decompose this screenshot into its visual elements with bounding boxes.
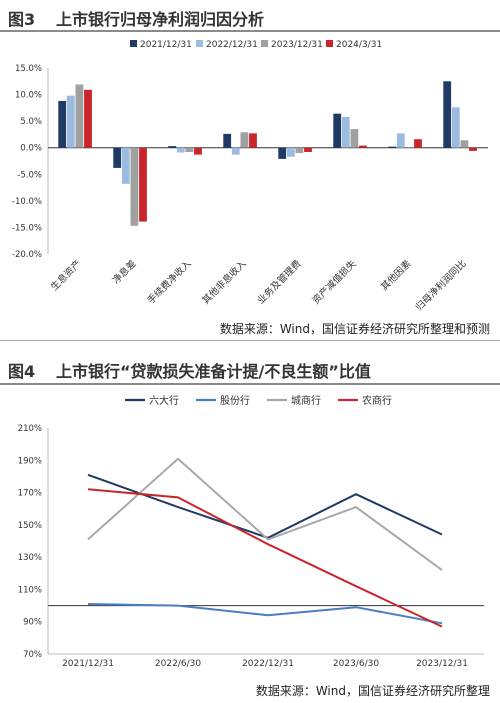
y-tick-label: 210%	[18, 424, 42, 434]
legend-label-1: 2022/12/31	[206, 40, 258, 50]
bar-1-3	[231, 147, 240, 155]
bar-2-3	[240, 132, 249, 148]
bar-2-1	[130, 147, 139, 226]
bar-3-4	[304, 147, 312, 152]
y-tick-label: 70%	[23, 650, 42, 660]
bar-1-6	[396, 133, 405, 148]
bar-2-2	[185, 147, 194, 152]
x-category-label: 生息资产	[48, 258, 83, 293]
figure4-title-text: 上市银行“贷款损失准备计提/不良生额”比值	[56, 362, 371, 381]
bar-0-2	[168, 146, 177, 148]
bar-2-6	[405, 147, 414, 149]
figure3-bottom-rule	[0, 340, 500, 341]
y-tick-label: 5.0%	[20, 117, 42, 127]
figure3-title-text: 上市银行归母净利润归因分析	[56, 10, 265, 29]
bar-1-5	[341, 116, 350, 148]
bar-2-5	[350, 129, 359, 148]
figure3-title: 图3 上市银行归母净利润归因分析	[8, 6, 264, 30]
bar-0-3	[223, 133, 232, 148]
bar-0-6	[388, 146, 397, 148]
y-tick-label: -20.0%	[12, 250, 42, 260]
figure3-source: 数据来源：Wind，国信证券经济研究所整理和预测	[219, 322, 490, 336]
y-tick-label: 10.0%	[15, 91, 42, 101]
series-line-0	[87, 473, 443, 539]
legend-label-3: 农商行	[362, 394, 392, 407]
y-tick-label: 130%	[18, 553, 42, 563]
bar-3-0	[84, 89, 92, 148]
bar-3-3	[249, 133, 257, 148]
y-tick-label: 15.0%	[15, 64, 42, 74]
figure4-title: 图4 上市银行“贷款损失准备计提/不良生额”比值	[8, 358, 371, 382]
legend-swatch-2	[261, 40, 268, 47]
legend-swatch-3	[326, 40, 333, 47]
figure4-top-rule	[0, 383, 500, 385]
x-category-label: 其他非息收入	[200, 257, 249, 306]
bar-1-7	[451, 107, 460, 148]
figure3-number: 图3	[8, 10, 36, 29]
y-tick-label: -5.0%	[17, 170, 42, 180]
figure3-bar-chart: 2021/12/31 2022/12/31 2023/12/31 2024/3/31 1…	[12, 40, 488, 314]
legend-label-1: 股份行	[220, 394, 250, 407]
bar-0-4	[278, 147, 287, 159]
x-tick-label: 2023/6/30	[333, 659, 379, 669]
y-tick-label: 90%	[23, 618, 42, 628]
bar-1-1	[121, 147, 130, 184]
figure4-line-chart: 六大行 股份行 城商行 农商行 210% 190% 170% 150% 130% 110% 90% 7…	[18, 394, 484, 669]
x-tick-label: 2022/12/31	[242, 659, 294, 669]
y-tick-label: -15.0%	[12, 223, 42, 233]
x-tick-label: 2023/12/31	[416, 659, 468, 669]
bar-2-7	[460, 140, 469, 148]
series-line-3	[87, 488, 443, 628]
bar-0-5	[333, 113, 342, 148]
legend-label-3: 2024/3/31	[336, 40, 382, 50]
series-line-2	[87, 457, 443, 571]
bar-0-7	[443, 81, 452, 148]
figure3-top-rule	[0, 30, 500, 32]
x-category-label: 资产减值损失	[310, 257, 359, 306]
bar-2-0	[75, 84, 84, 148]
bar-3-6	[414, 139, 422, 148]
x-category-label: 业务及管理费	[255, 258, 304, 307]
bar-3-7	[469, 147, 477, 151]
x-category-label: 归母净利润同比	[413, 258, 469, 314]
bar-1-0	[66, 95, 75, 148]
x-category-label: 手续费净收入	[145, 257, 194, 306]
y-tick-label: 170%	[18, 489, 42, 499]
x-tick-label: 2022/6/30	[155, 659, 201, 669]
bar-3-1	[139, 147, 147, 222]
y-tick-label: -10.0%	[12, 197, 42, 207]
legend-label-0: 六大行	[149, 394, 179, 407]
bar-0-0	[58, 100, 67, 148]
y-tick-label: 150%	[18, 521, 42, 531]
bar-3-5	[359, 145, 367, 148]
legend-label-2: 2023/12/31	[271, 40, 323, 50]
bar-1-4	[286, 147, 295, 157]
bar-1-2	[176, 147, 185, 153]
legend-swatch-1	[196, 40, 203, 47]
legend-label-0: 2021/12/31	[140, 40, 192, 50]
bar-3-2	[194, 147, 202, 155]
figure4-number: 图4	[8, 362, 36, 381]
y-tick-label: 190%	[18, 456, 42, 466]
legend-label-2: 城商行	[291, 394, 321, 407]
y-tick-label: 110%	[18, 585, 42, 595]
x-category-label: 其他因素	[378, 257, 414, 293]
legend-swatch-0	[130, 40, 137, 47]
series-line-1	[87, 603, 443, 625]
x-category-label: 净息差	[110, 258, 139, 287]
figure4-source: 数据来源：Wind，国信证券经济研究所整理	[255, 684, 490, 698]
bar-2-4	[295, 147, 304, 154]
bar-0-1	[113, 147, 122, 168]
y-tick-label: 0.0%	[20, 144, 42, 154]
x-tick-label: 2021/12/31	[62, 659, 114, 669]
